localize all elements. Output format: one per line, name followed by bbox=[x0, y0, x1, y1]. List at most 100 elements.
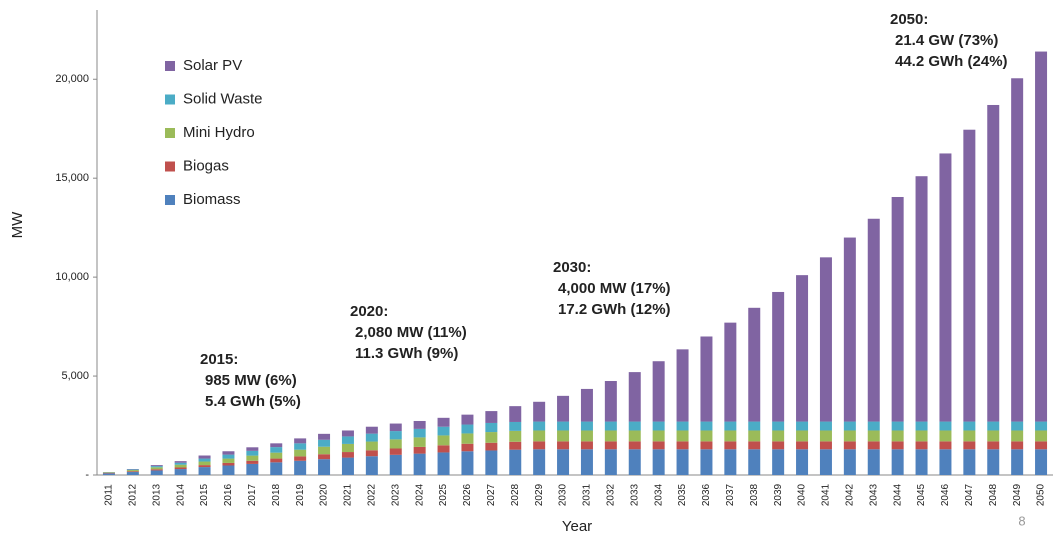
bar-segment bbox=[628, 372, 641, 422]
bar-segment bbox=[915, 421, 928, 431]
bar-segment bbox=[509, 406, 522, 422]
y-tick-label: - bbox=[85, 469, 89, 481]
bar-segment bbox=[341, 430, 354, 437]
bar-segment bbox=[867, 430, 880, 442]
bar-segment bbox=[533, 401, 546, 422]
bar-segment bbox=[246, 460, 259, 464]
bar-segment bbox=[557, 449, 570, 475]
x-tick-label: 2020 bbox=[319, 483, 330, 506]
bar-segment bbox=[604, 449, 617, 475]
bar-segment bbox=[1011, 78, 1024, 422]
bar-segment bbox=[843, 430, 856, 442]
bar-segment bbox=[533, 430, 546, 442]
bar-segment bbox=[628, 421, 641, 431]
bar-segment bbox=[676, 441, 689, 450]
bar-segment bbox=[939, 421, 952, 431]
bar-segment bbox=[557, 395, 570, 422]
bar-segment bbox=[891, 430, 904, 442]
legend-label: Biogas bbox=[183, 157, 229, 174]
bar-segment bbox=[413, 428, 426, 438]
bar-segment bbox=[413, 420, 426, 429]
bar-segment bbox=[1011, 421, 1024, 431]
x-tick-label: 2050 bbox=[1036, 483, 1047, 506]
x-tick-label: 2027 bbox=[486, 483, 497, 506]
bar-segment bbox=[700, 449, 713, 475]
bar-segment bbox=[819, 421, 832, 431]
bar-segment bbox=[628, 441, 641, 450]
x-tick-label: 2038 bbox=[749, 483, 760, 506]
bar-segment bbox=[652, 430, 665, 442]
bar-segment bbox=[485, 442, 498, 451]
bar-segment bbox=[724, 449, 737, 475]
x-tick-label: 2049 bbox=[1012, 483, 1023, 506]
bar-segment bbox=[772, 291, 785, 422]
bar-segment bbox=[102, 473, 115, 475]
annotation-line: 985 MW (6%) bbox=[205, 372, 297, 389]
bar-segment bbox=[150, 469, 163, 471]
bar-segment bbox=[365, 433, 378, 442]
bar-segment bbox=[318, 446, 331, 455]
bar-segment bbox=[963, 449, 976, 475]
bar-segment bbox=[867, 441, 880, 450]
bar-segment bbox=[724, 430, 737, 442]
bar-segment bbox=[126, 470, 139, 472]
bar-segment bbox=[198, 458, 211, 462]
bar-segment bbox=[198, 461, 211, 466]
bar-segment bbox=[389, 439, 402, 449]
bar-segment bbox=[580, 449, 593, 475]
bar-segment bbox=[867, 218, 880, 422]
bar-segment bbox=[509, 449, 522, 475]
bar-segment bbox=[580, 441, 593, 450]
bar-segment bbox=[222, 458, 235, 463]
bar-segment bbox=[963, 430, 976, 442]
bar-segment bbox=[102, 472, 115, 474]
x-tick-label: 2019 bbox=[295, 483, 306, 506]
bar-segment bbox=[126, 469, 139, 471]
bar-segment bbox=[126, 472, 139, 475]
bar-segment bbox=[294, 438, 307, 444]
bar-segment bbox=[294, 460, 307, 475]
bar-segment bbox=[1035, 51, 1048, 422]
bar-segment bbox=[222, 465, 235, 475]
bar-segment bbox=[987, 449, 1000, 475]
x-tick-label: 2013 bbox=[151, 483, 162, 506]
bar-segment bbox=[222, 454, 235, 459]
bar-segment bbox=[222, 462, 235, 466]
bar-segment bbox=[628, 449, 641, 475]
bar-segment bbox=[150, 470, 163, 475]
legend-label: Solar PV bbox=[183, 57, 242, 74]
bar-segment bbox=[557, 430, 570, 442]
annotation-line: 21.4 GW (73%) bbox=[895, 32, 998, 49]
legend-swatch bbox=[165, 61, 175, 71]
legend-swatch bbox=[165, 128, 175, 138]
bar-segment bbox=[1035, 421, 1048, 431]
bar-segment bbox=[1011, 430, 1024, 442]
bar-segment bbox=[461, 424, 474, 434]
bar-segment bbox=[772, 430, 785, 442]
bar-segment bbox=[174, 464, 187, 468]
bar-segment bbox=[294, 456, 307, 461]
bar-segment bbox=[652, 441, 665, 450]
bar-segment bbox=[1035, 441, 1048, 450]
bar-segment bbox=[509, 430, 522, 442]
bar-segment bbox=[676, 430, 689, 442]
x-tick-label: 2025 bbox=[438, 483, 449, 506]
bar-segment bbox=[987, 421, 1000, 431]
bar-segment bbox=[939, 449, 952, 475]
bar-segment bbox=[174, 461, 187, 463]
bar-segment bbox=[246, 447, 259, 451]
y-tick-label: 15,000 bbox=[55, 172, 89, 184]
x-tick-label: 2024 bbox=[414, 483, 425, 506]
bar-segment bbox=[796, 441, 809, 450]
bar-segment bbox=[270, 452, 283, 459]
bar-segment bbox=[509, 421, 522, 431]
bar-segment bbox=[341, 436, 354, 444]
bar-segment bbox=[318, 433, 331, 440]
bar-segment bbox=[557, 421, 570, 431]
bar-segment bbox=[270, 447, 283, 453]
legend-label: Mini Hydro bbox=[183, 124, 255, 141]
bar-segment bbox=[748, 421, 761, 431]
bar-segment bbox=[700, 441, 713, 450]
bar-segment bbox=[748, 449, 761, 475]
bar-segment bbox=[891, 421, 904, 431]
